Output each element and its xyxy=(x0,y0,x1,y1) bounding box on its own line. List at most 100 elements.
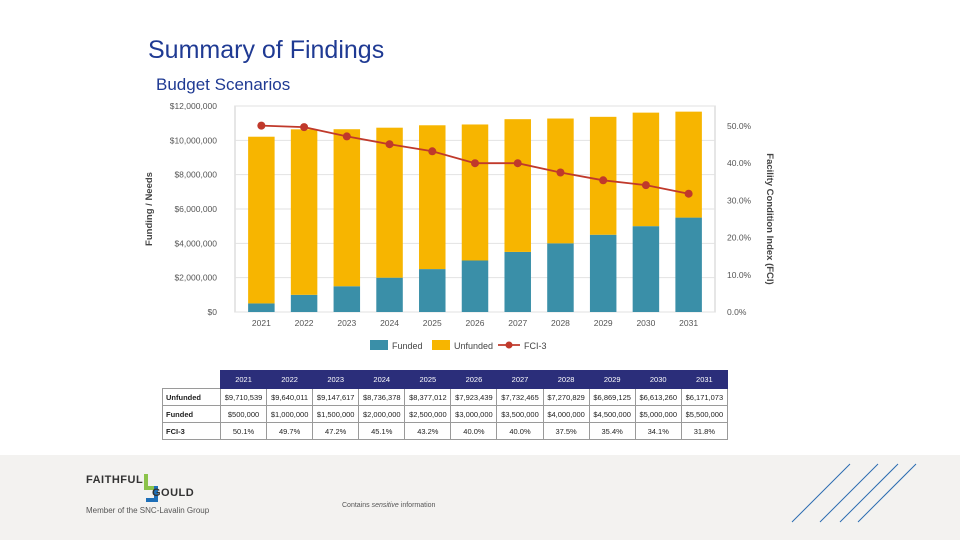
table-cell: 31.8% xyxy=(680,422,729,440)
x-tick-label: 2023 xyxy=(337,318,356,328)
table-cell: $6,869,125 xyxy=(588,388,636,406)
table-cell: $5,000,000 xyxy=(634,405,682,423)
table-cell: $4,500,000 xyxy=(588,405,636,423)
y2-tick-label: 40.0% xyxy=(727,158,752,168)
bar-unfunded xyxy=(675,111,702,218)
legend-swatch-unfunded xyxy=(432,340,450,350)
table-year-header: 2031 xyxy=(680,370,729,389)
table-cell: $4,000,000 xyxy=(542,405,590,423)
x-tick-label: 2021 xyxy=(252,318,271,328)
x-tick-label: 2024 xyxy=(380,318,399,328)
table-row-label: Funded xyxy=(162,405,221,423)
y2-tick-label: 50.0% xyxy=(727,121,752,131)
table-year-header: 2028 xyxy=(542,370,590,389)
y-tick-label: $0 xyxy=(208,307,218,317)
table-cell: $7,923,439 xyxy=(450,388,498,406)
table-corner xyxy=(162,370,221,389)
x-tick-label: 2026 xyxy=(466,318,485,328)
confidential-prefix: Contains xyxy=(342,502,370,509)
table-cell: $5,500,000 xyxy=(680,405,729,423)
legend-label-funded: Funded xyxy=(392,341,423,351)
table-year-header: 2025 xyxy=(404,370,452,389)
bar-funded xyxy=(419,269,446,312)
bar-funded xyxy=(547,243,574,312)
table-cell: $6,613,260 xyxy=(634,388,682,406)
table-year-header: 2021 xyxy=(219,370,268,389)
fci-point xyxy=(428,147,437,156)
bar-unfunded xyxy=(632,112,660,227)
table-cell: $2,500,000 xyxy=(404,405,452,423)
legend-label-unfunded: Unfunded xyxy=(454,341,493,351)
logo-text-faithful: FAITHFUL xyxy=(86,474,144,486)
confidential-suffix: information xyxy=(400,502,436,509)
bar-unfunded xyxy=(461,124,489,261)
table-year-header: 2030 xyxy=(634,370,682,389)
bar-funded xyxy=(675,217,702,312)
chart-svg: $0 $2,000,000 $4,000,000 $6,000,000 $8,000,0… xyxy=(144,101,775,351)
table-cell: 49.7% xyxy=(266,422,314,440)
fci-point xyxy=(257,121,266,130)
x-tick-label: 2027 xyxy=(508,318,527,328)
y2-tick-label: 0.0% xyxy=(727,307,747,317)
table-row: FCI-3 50.1% 49.7% 47.2% 45.1% 43.2% 40.0% 40.0%… xyxy=(162,422,729,440)
y2-tick-label: 10.0% xyxy=(727,270,752,280)
table-year-header: 2026 xyxy=(450,370,498,389)
fci-point xyxy=(300,123,309,132)
y-tick-label: $4,000,000 xyxy=(174,238,217,248)
table-cell: 40.0% xyxy=(450,422,498,440)
table-cell: 47.2% xyxy=(312,422,360,440)
bar-unfunded xyxy=(333,129,361,287)
bar-unfunded xyxy=(547,118,574,244)
table-row: Unfunded $9,710,539 $9,640,011 $9,147,617 $8… xyxy=(162,388,729,406)
x-tick-label: 2028 xyxy=(551,318,570,328)
decorative-diagonal-lines xyxy=(791,463,917,523)
y-tick-label: $8,000,000 xyxy=(174,170,217,180)
table-cell: $8,736,378 xyxy=(358,388,406,406)
y-tick-label: $10,000,000 xyxy=(170,135,218,145)
table-year-header: 2027 xyxy=(496,370,544,389)
bar-funded xyxy=(248,303,275,312)
y-tick-label: $6,000,000 xyxy=(174,204,217,214)
logo-text-gould: GOULD xyxy=(152,487,195,499)
x-tick-label: 2025 xyxy=(423,318,442,328)
table-header-row: 2021 2022 2023 2024 2025 2026 2027 2028 2029 2030… xyxy=(162,370,729,389)
table-cell: $1,500,000 xyxy=(312,405,360,423)
footer xyxy=(0,455,960,540)
table-year-header: 2029 xyxy=(588,370,636,389)
bar-unfunded xyxy=(419,125,446,270)
confidential-notice: Contains sensitive information xyxy=(342,502,435,509)
fci-point xyxy=(342,132,351,141)
table-year-header: 2023 xyxy=(312,370,360,389)
fci-point xyxy=(556,168,565,177)
y2-tick-label: 20.0% xyxy=(727,233,752,243)
fci-point xyxy=(471,159,479,168)
fci-point xyxy=(684,189,693,198)
x-tick-label: 2030 xyxy=(636,318,655,328)
legend-marker-fci xyxy=(505,341,513,349)
table-cell: $3,500,000 xyxy=(496,405,544,423)
bar-funded xyxy=(376,277,403,312)
bar-funded xyxy=(632,226,660,312)
confidential-emphasis: sensitive xyxy=(371,502,399,509)
bar-unfunded xyxy=(290,129,318,295)
table-cell: $1,000,000 xyxy=(266,405,314,423)
bar-funded xyxy=(504,251,531,312)
table-cell: $9,710,539 xyxy=(219,388,268,406)
y-tick-label: $12,000,000 xyxy=(170,101,218,111)
table-cell: $8,377,012 xyxy=(404,388,452,406)
table-body: Unfunded $9,710,539 $9,640,011 $9,147,617 $8… xyxy=(162,388,729,440)
table-cell: $500,000 xyxy=(219,405,268,423)
table-cell: 34.1% xyxy=(634,422,682,440)
table-cell: $2,000,000 xyxy=(358,405,406,423)
table-cell: $9,640,011 xyxy=(266,388,314,406)
bar-funded xyxy=(461,260,489,312)
slide-title: Summary of Findings xyxy=(148,36,385,64)
bar-unfunded xyxy=(376,127,403,278)
y2-axis-title: Facility Condition Index (FCI) xyxy=(764,153,775,284)
table-cell: $9,147,617 xyxy=(312,388,360,406)
bar-funded xyxy=(290,294,318,312)
table-year-header: 2022 xyxy=(266,370,314,389)
bar-funded xyxy=(333,286,361,312)
table-cell: 43.2% xyxy=(404,422,452,440)
logo-mark-icon xyxy=(144,474,158,502)
